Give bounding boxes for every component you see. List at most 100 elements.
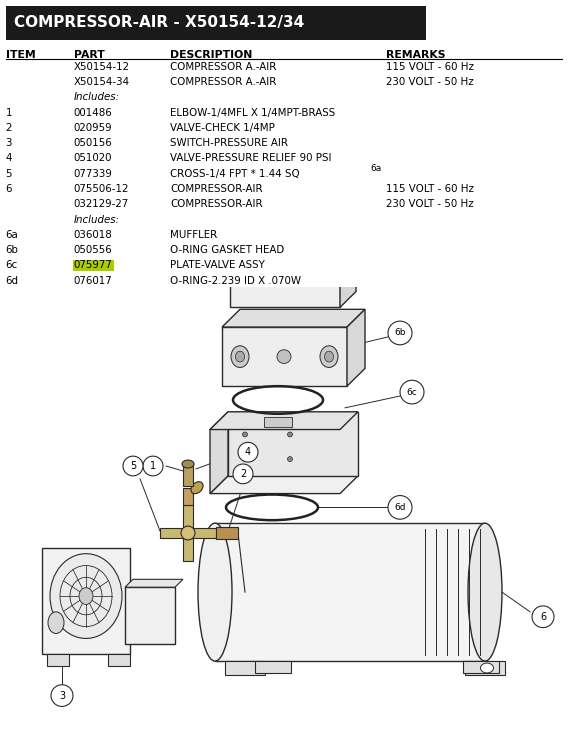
Text: 036018: 036018 [74,230,112,240]
Bar [307,202,329,240]
Text: 115 VOLT - 60 Hz: 115 VOLT - 60 Hz [386,62,474,72]
Bar [225,661,265,675]
Bar [264,417,292,426]
Bar [183,487,193,506]
Bar [314,240,322,255]
Text: 032129-27: 032129-27 [74,199,129,209]
Text: 115 VOLT - 60 Hz: 115 VOLT - 60 Hz [386,184,474,194]
Ellipse shape [468,523,502,661]
Bar [125,587,175,645]
Text: O-RING GASKET HEAD: O-RING GASKET HEAD [170,245,285,255]
Text: PART: PART [74,50,105,60]
Text: 077339: 077339 [74,169,112,179]
Polygon shape [340,247,356,307]
Circle shape [51,685,73,706]
Text: ELBOW-1/4MFL X 1/4MPT-BRASS: ELBOW-1/4MFL X 1/4MPT-BRASS [170,107,336,118]
Bar [42,548,130,654]
Text: 050556: 050556 [74,245,112,255]
Ellipse shape [243,432,248,437]
Ellipse shape [182,460,194,468]
Text: 2: 2 [6,123,12,133]
Text: X50154-12: X50154-12 [74,62,130,72]
Ellipse shape [481,663,494,673]
Bar [108,654,130,666]
Ellipse shape [307,197,329,207]
Bar [463,661,499,673]
Polygon shape [210,412,358,429]
Circle shape [532,606,554,628]
Text: 6: 6 [540,612,546,622]
Text: CROSS-1/4 FPT * 1.44 SQ: CROSS-1/4 FPT * 1.44 SQ [170,169,300,179]
Text: 4: 4 [245,447,251,457]
Text: 075977: 075977 [74,260,112,270]
Text: VALVE-CHECK 1/4MP: VALVE-CHECK 1/4MP [170,123,275,133]
Bar [160,528,216,538]
Circle shape [233,464,253,484]
Text: 5: 5 [6,169,12,179]
Text: Includes:: Includes: [74,215,120,225]
Text: 230 VOLT - 50 Hz: 230 VOLT - 50 Hz [386,77,474,87]
Text: SWITCH-PRESSURE AIR: SWITCH-PRESSURE AIR [170,138,289,148]
Text: 020959: 020959 [74,123,112,133]
Text: 1: 1 [6,107,12,118]
Text: 3: 3 [6,138,12,148]
Text: 1: 1 [150,461,156,471]
Circle shape [388,321,412,345]
Text: COMPRESSOR A.-AIR: COMPRESSOR A.-AIR [170,62,277,72]
Text: PLATE-VALVE ASSY: PLATE-VALVE ASSY [170,260,265,270]
Text: REMARKS: REMARKS [386,50,446,60]
Text: 076017: 076017 [74,276,112,286]
Text: COMPRESSOR-AIR: COMPRESSOR-AIR [170,184,263,194]
Text: 6a: 6a [6,230,18,240]
Ellipse shape [48,612,64,634]
Polygon shape [222,309,365,327]
Ellipse shape [307,234,329,244]
Text: DESCRIPTION: DESCRIPTION [170,50,253,60]
Ellipse shape [79,588,93,604]
Polygon shape [210,412,228,494]
Text: 6a: 6a [370,164,382,173]
Ellipse shape [243,456,248,462]
Text: 6d: 6d [394,503,406,512]
Polygon shape [228,412,358,476]
Ellipse shape [287,456,293,462]
Text: 6b: 6b [394,329,406,337]
Text: Includes:: Includes: [74,93,120,102]
Text: 2: 2 [240,469,246,479]
Text: 4: 4 [6,154,12,163]
Circle shape [123,456,143,476]
Text: O-RING-2.239 ID X .070W: O-RING-2.239 ID X .070W [170,276,302,286]
Text: 6b: 6b [6,245,19,255]
Text: 075506-12: 075506-12 [74,184,129,194]
Ellipse shape [324,351,333,362]
Text: 5: 5 [130,461,136,471]
Polygon shape [230,263,340,307]
Polygon shape [210,476,358,494]
Circle shape [388,495,412,519]
Polygon shape [230,247,356,263]
Text: 001486: 001486 [74,107,112,118]
Ellipse shape [320,345,338,368]
Polygon shape [125,579,183,587]
Bar [216,527,238,539]
Ellipse shape [277,350,291,364]
Ellipse shape [198,523,232,661]
Ellipse shape [191,481,203,494]
Bar [215,523,485,661]
Ellipse shape [314,252,322,258]
Bar [255,661,291,673]
Text: X50154-34: X50154-34 [74,77,130,87]
Text: COMPRESSOR A.-AIR: COMPRESSOR A.-AIR [170,77,277,87]
Text: MUFFLER: MUFFLER [170,230,218,240]
Polygon shape [222,327,347,386]
Bar [183,464,193,486]
Circle shape [143,456,163,476]
Text: 6c: 6c [6,260,18,270]
Ellipse shape [231,345,249,368]
Ellipse shape [287,432,293,437]
Text: 051020: 051020 [74,154,112,163]
Circle shape [400,380,424,404]
Text: ITEM: ITEM [6,50,35,60]
Text: 6d: 6d [6,276,19,286]
Bar [47,654,69,666]
